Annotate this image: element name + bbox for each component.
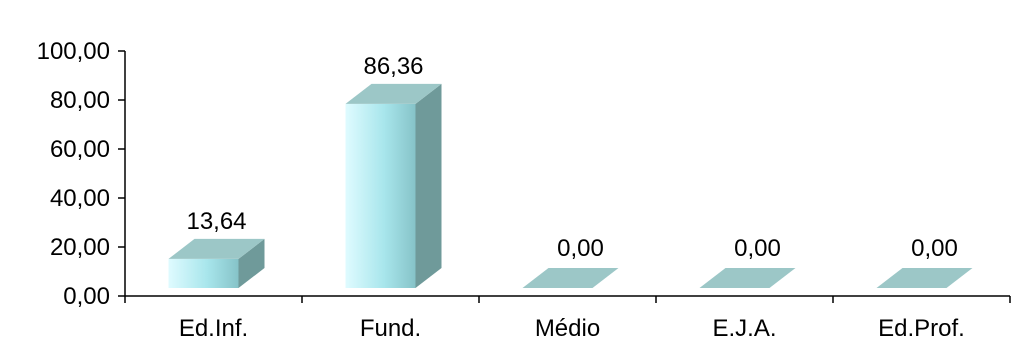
x-tick-label: E.J.A.: [712, 315, 776, 342]
bar-top: [699, 268, 796, 288]
bar: [168, 238, 265, 288]
data-label: 0,00: [911, 235, 958, 262]
x-tick-label: Ed.Prof.: [878, 315, 965, 342]
y-tick-label: 80,00: [50, 87, 110, 114]
bar: [345, 83, 442, 288]
bar-top: [522, 268, 619, 288]
y-tick-label: 20,00: [50, 234, 110, 261]
bar-top: [345, 83, 442, 104]
bar-side: [415, 83, 442, 288]
bar: [522, 268, 619, 288]
bars-layer: [168, 83, 973, 288]
x-tick-label: Fund.: [360, 315, 421, 342]
bar-top: [168, 238, 265, 259]
bar-side: [238, 238, 265, 288]
bar: [876, 268, 973, 288]
x-tick-label: Ed.Inf.: [179, 315, 248, 342]
data-label: 86,36: [363, 53, 423, 80]
labels-layer: 0,00 20,00 40,00 60,00 80,00 100,00 13,64 Ed.In…: [37, 38, 965, 342]
bar-front: [345, 103, 416, 288]
y-tick-label: 0,00: [63, 283, 110, 310]
x-tick-label: Médio: [535, 315, 600, 342]
y-tick-label: 100,00: [37, 38, 110, 65]
y-tick-label: 60,00: [50, 136, 110, 163]
y-tick-label: 40,00: [50, 185, 110, 212]
axis-layer: [118, 50, 1011, 303]
data-label: 0,00: [734, 235, 781, 262]
bar: [699, 268, 796, 288]
bar-top: [876, 268, 973, 288]
data-label: 13,64: [186, 208, 246, 235]
bar-front: [168, 258, 239, 288]
data-label: 0,00: [557, 235, 604, 262]
